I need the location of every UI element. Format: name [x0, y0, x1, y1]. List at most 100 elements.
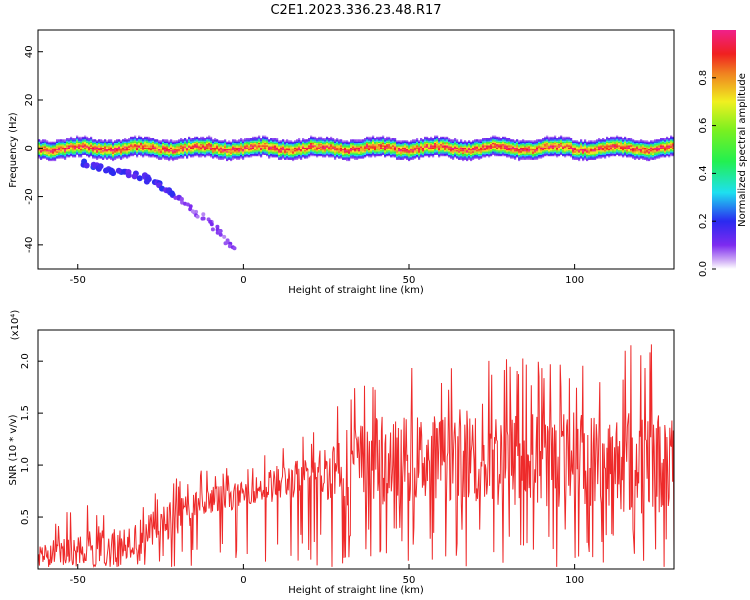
heatmap-cell: [638, 146, 641, 148]
heatmap-cell: [154, 150, 157, 152]
heatmap-cell: [608, 142, 611, 145]
heatmap-cell: [168, 158, 171, 160]
heatmap-cell: [502, 150, 505, 152]
heatmap-cell: [78, 154, 81, 157]
heatmap-cell: [224, 146, 227, 148]
heatmap-cell: [58, 147, 61, 149]
heatmap-cell: [182, 139, 185, 141]
heatmap-cell: [452, 142, 455, 145]
heatmap-cell: [314, 151, 317, 153]
heatmap-cell: [502, 152, 505, 154]
heatmap-cell: [642, 153, 645, 155]
heatmap-cell: [266, 146, 269, 148]
heatmap-cell: [576, 151, 579, 153]
heatmap-cell: [160, 154, 163, 157]
heatmap-cell: [574, 144, 577, 146]
heatmap-cell: [40, 142, 43, 145]
heatmap-cell: [578, 152, 581, 154]
heatmap-cell: [474, 144, 477, 146]
heatmap-cell: [312, 141, 315, 143]
heatmap-cell: [524, 144, 527, 146]
heatmap-cell: [532, 145, 535, 147]
heatmap-cell: [426, 152, 429, 154]
heatmap-cell: [290, 152, 293, 154]
heatmap-cell: [632, 152, 635, 154]
heatmap-cell: [642, 146, 645, 148]
heatmap-cell: [350, 145, 353, 147]
heatmap-cell: [274, 145, 277, 147]
heatmap-cell: [332, 156, 335, 158]
heatmap-cell: [470, 145, 473, 147]
heatmap-cell: [440, 144, 443, 146]
heatmap-cell: [90, 151, 93, 153]
heatmap-cell: [470, 151, 473, 153]
heatmap-cell: [264, 151, 267, 153]
heatmap-cell: [652, 157, 655, 159]
heatmap-cell: [430, 144, 433, 146]
heatmap-cell: [252, 142, 255, 145]
heatmap-cell: [64, 147, 67, 149]
heatmap-cell: [416, 154, 419, 157]
heatmap-cell: [50, 148, 53, 151]
heatmap-cell: [596, 141, 599, 143]
heatmap-cell: [136, 150, 139, 152]
heatmap-cell: [170, 139, 173, 141]
heatmap-cell: [290, 144, 293, 146]
heatmap-cell: [58, 150, 61, 152]
heatmap-cell: [468, 141, 471, 143]
heatmap-cell: [356, 141, 359, 143]
heatmap-cell: [102, 146, 105, 148]
heatmap-cell: [326, 154, 329, 157]
heatmap-cell: [142, 152, 145, 154]
heatmap-cell: [276, 146, 279, 148]
heatmap-cell: [354, 148, 357, 151]
heatmap-cell: [466, 156, 469, 158]
heatmap-cell: [352, 152, 355, 154]
heatmap-cell: [236, 151, 239, 153]
heatmap-cell: [246, 146, 249, 148]
heatmap-cell: [316, 146, 319, 148]
heatmap-cell: [132, 136, 135, 139]
heatmap-cell: [520, 141, 523, 143]
heatmap-cell: [206, 142, 209, 145]
heatmap-cell: [374, 146, 377, 148]
heatmap-cell: [378, 146, 381, 148]
heatmap-cell: [346, 157, 349, 159]
heatmap-cell: [522, 142, 525, 145]
heatmap-cell: [226, 147, 229, 149]
heatmap-cell: [204, 141, 207, 143]
heatmap-cell: [496, 146, 499, 148]
heatmap-cell: [90, 140, 93, 142]
heatmap-cell: [630, 154, 633, 157]
heatmap-cell: [110, 145, 113, 147]
heatmap-cell: [564, 156, 567, 158]
heatmap-cell: [384, 152, 387, 154]
heatmap-cell: [512, 154, 515, 157]
heatmap-cell: [568, 151, 571, 153]
heatmap-cell: [68, 146, 71, 148]
heatmap-cell: [646, 141, 649, 143]
heatmap-cell: [300, 142, 303, 145]
heatmap-cell: [416, 144, 419, 146]
heatmap-cell: [564, 148, 567, 151]
heatmap-cell: [456, 154, 459, 157]
heatmap-cell: [342, 147, 345, 149]
heatmap-cell: [458, 152, 461, 154]
heatmap-cell: [294, 142, 297, 145]
heatmap-cell: [54, 157, 57, 159]
heatmap-cell: [628, 154, 631, 157]
heatmap-cell: [606, 152, 609, 154]
heatmap-cell: [190, 146, 193, 148]
heatmap-cell: [304, 147, 307, 149]
heatmap-cell: [398, 148, 401, 151]
heatmap-cell: [84, 138, 87, 140]
heatmap-cell: [430, 142, 433, 145]
heatmap-cell: [630, 140, 633, 142]
heatmap-cell: [376, 150, 379, 152]
heatmap-cell: [358, 139, 361, 141]
heatmap-cell: [650, 150, 653, 152]
heatmap-cell: [384, 144, 387, 146]
heatmap-cell: [354, 156, 357, 158]
heatmap-cell: [462, 144, 465, 146]
heatmap-cell: [362, 153, 365, 155]
